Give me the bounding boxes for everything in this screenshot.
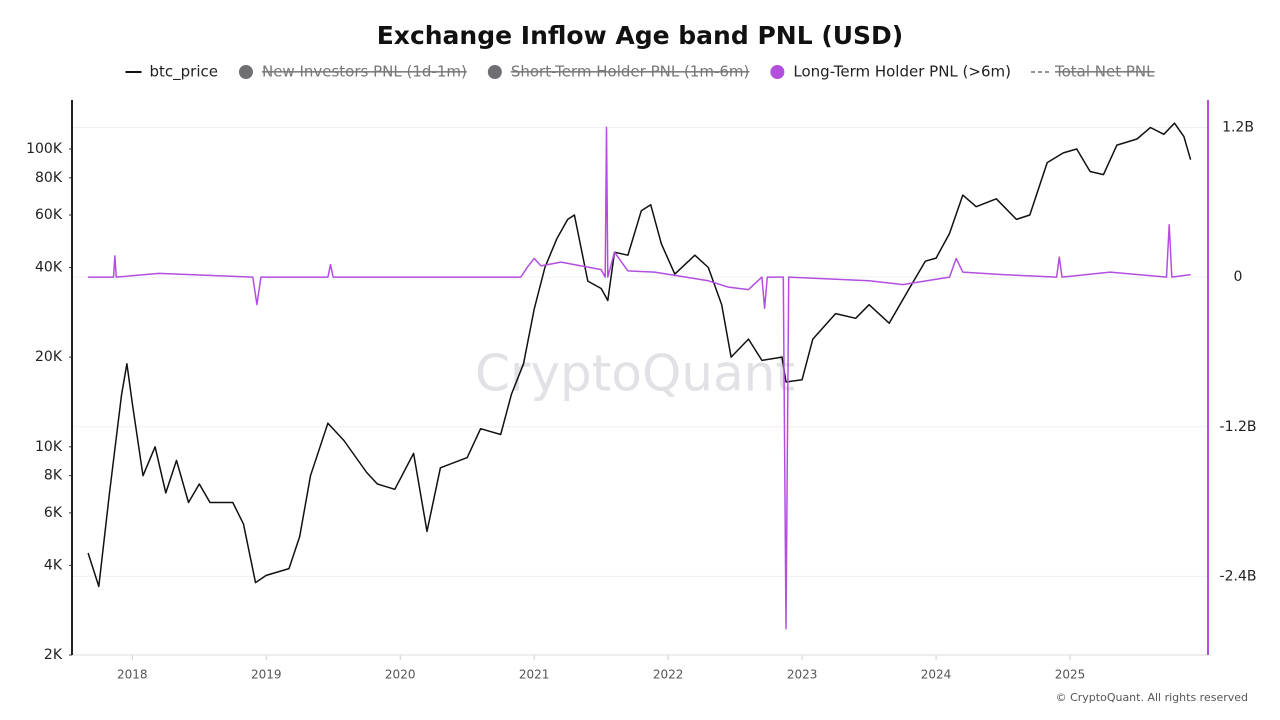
- y-tick-label: 100K: [26, 141, 63, 157]
- y-tick-label: 80K: [35, 170, 63, 186]
- legend-swatch: [487, 65, 502, 79]
- footer: © CryptoQuant. All rights reserved: [1056, 691, 1248, 704]
- y-tick-label: 6K: [44, 505, 63, 521]
- y-tick-label: 10K: [35, 439, 63, 455]
- legend-label[interactable]: Long-Term Holder PNL (>6m): [793, 63, 1011, 81]
- y-tick-label: 4K: [44, 557, 63, 573]
- x-tick-label: 2019: [251, 668, 282, 682]
- y2-tick-label: 1.2B: [1222, 119, 1254, 135]
- series-line: [87, 122, 1192, 588]
- legend: btc_price New Investors PNL (1d-1m) Short-…: [125, 63, 1155, 82]
- legend-label[interactable]: Total Net PNL: [1054, 63, 1155, 81]
- x-tick-label: 2023: [787, 668, 818, 682]
- x-tick-label: 2025: [1055, 668, 1086, 682]
- watermark: CryptoQuant: [475, 345, 795, 403]
- x-tick-label: 2022: [653, 668, 684, 682]
- y-tick-label: 40K: [35, 259, 63, 275]
- x-tick-label: 2021: [519, 668, 550, 682]
- y2-tick-label: 0: [1234, 269, 1243, 285]
- legend-swatch: [770, 65, 785, 79]
- x-tick-label: 2024: [921, 668, 952, 682]
- y-tick-label: 20K: [35, 349, 63, 365]
- y-tick-label: 8K: [44, 468, 63, 484]
- y2-tick-label: -2.4B: [1220, 568, 1257, 584]
- x-tick-label: 2020: [385, 668, 416, 682]
- legend-label[interactable]: btc_price: [149, 63, 217, 82]
- y-tick-label: 2K: [44, 647, 63, 663]
- legend-label[interactable]: New Investors PNL (1d-1m): [262, 63, 467, 81]
- legend-label[interactable]: Short-Term Holder PNL (1m-6m): [511, 63, 750, 81]
- series-line: [88, 126, 1191, 630]
- legend-swatch: [238, 65, 253, 79]
- y-tick-label: 60K: [35, 207, 63, 223]
- chart-title: Exchange Inflow Age band PNL (USD): [377, 21, 904, 50]
- y2-tick-label: -1.2B: [1220, 419, 1257, 435]
- x-tick-label: 2018: [117, 668, 148, 682]
